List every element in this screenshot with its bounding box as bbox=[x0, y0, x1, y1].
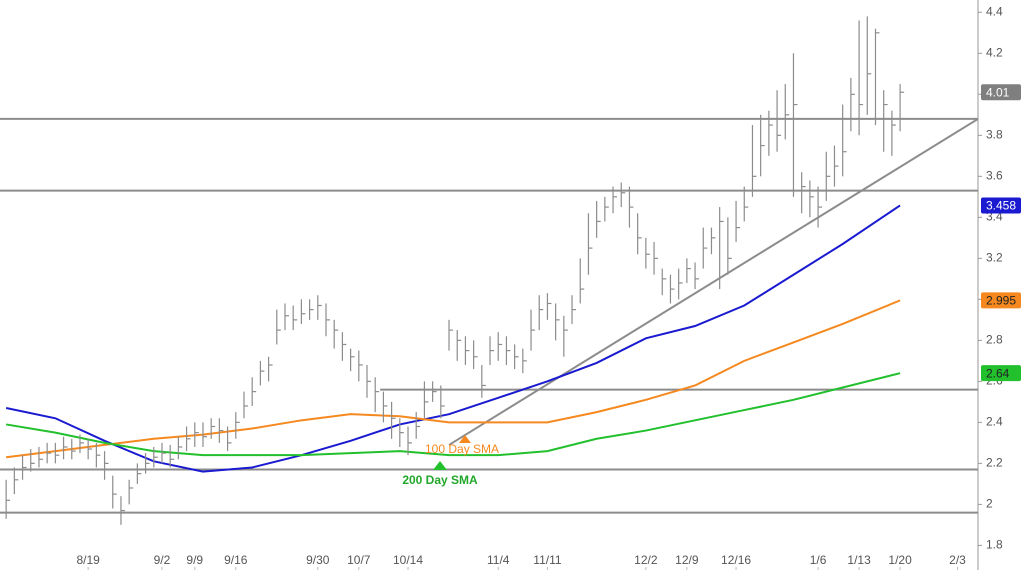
x-tick-label: 11/11 bbox=[533, 553, 562, 567]
trend-line bbox=[448, 118, 979, 446]
y-tick-label: 3.8 bbox=[986, 127, 1003, 141]
sma-100-marker bbox=[459, 435, 471, 443]
y-tick-label: 2.8 bbox=[986, 333, 1003, 347]
value-tag-label: 2.64 bbox=[986, 366, 1010, 380]
y-tick-label: 2.4 bbox=[986, 415, 1003, 429]
value-tags: 4.01 3.458 2.995 2.64 bbox=[981, 84, 1021, 382]
y-tick-label: 1.8 bbox=[986, 538, 1003, 552]
x-tick-label: 12/9 bbox=[675, 553, 699, 567]
sma-line bbox=[6, 299, 901, 459]
value-tag-label: 3.458 bbox=[986, 199, 1016, 213]
x-tick-label: 1/20 bbox=[888, 553, 912, 567]
value-tag-box bbox=[981, 197, 1021, 214]
x-tick-label: 2/3 bbox=[949, 553, 966, 567]
y-tick-label: 2.2 bbox=[986, 456, 1003, 470]
value-tag-box bbox=[981, 84, 1021, 101]
y-tick-label: 3.6 bbox=[986, 169, 1003, 183]
value-tag-box bbox=[981, 292, 1021, 309]
y-tick-label: 3.2 bbox=[986, 251, 1003, 265]
x-tick-label: 9/2 bbox=[154, 553, 171, 567]
sma-100-label: 100 Day SMA bbox=[425, 442, 499, 456]
x-tick-label: 9/16 bbox=[224, 553, 248, 567]
x-tick-label: 12/16 bbox=[721, 553, 751, 567]
sma-200-marker bbox=[433, 461, 447, 470]
x-tick-label: 9/30 bbox=[306, 553, 330, 567]
x-tick-label: 1/13 bbox=[847, 553, 871, 567]
x-tick-label: 12/2 bbox=[634, 553, 658, 567]
levels bbox=[0, 117, 979, 514]
y-tick-label: 4.4 bbox=[986, 4, 1003, 18]
x-tick-label: 1/6 bbox=[810, 553, 827, 567]
x-tick-label: 9/9 bbox=[186, 553, 203, 567]
x-tick-label: 11/4 bbox=[487, 553, 510, 567]
y-tick-label: 2 bbox=[986, 497, 993, 511]
x-tick-label: 10/7 bbox=[347, 553, 371, 567]
value-tag-label: 4.01 bbox=[986, 85, 1010, 99]
value-tag-box bbox=[981, 365, 1021, 382]
x-tick-label: 8/19 bbox=[76, 553, 100, 567]
y-tick-label: 4.2 bbox=[986, 45, 1003, 59]
sma-200-label: 200 Day SMA bbox=[402, 473, 478, 487]
bars bbox=[5, 16, 905, 525]
x-tick-label: 10/14 bbox=[393, 553, 423, 567]
value-tag-label: 2.995 bbox=[986, 294, 1016, 308]
